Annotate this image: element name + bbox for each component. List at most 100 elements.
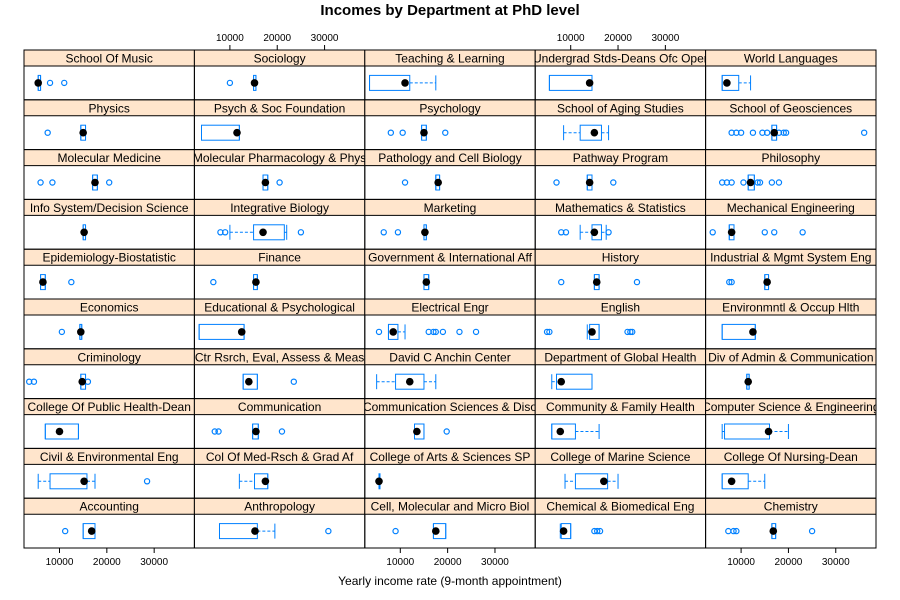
outlier-point (49, 179, 56, 186)
outlier-point (558, 278, 565, 286)
median-dot (749, 328, 757, 336)
outlier-point (733, 527, 740, 535)
strip-background (194, 249, 365, 266)
outlier-point (728, 179, 735, 186)
strip-background (24, 199, 195, 216)
median-dot (434, 178, 442, 187)
strip-label: Physics (89, 101, 130, 115)
median-dot (422, 278, 431, 286)
strip-background (24, 348, 195, 365)
strip-background (535, 348, 706, 365)
strip-background (24, 448, 195, 465)
outlier-point (763, 129, 771, 136)
outlier-point (58, 328, 66, 336)
panel-physics: Physics (23, 99, 195, 151)
panel-english: English (534, 298, 707, 350)
outlier-point (226, 79, 234, 87)
outlier-point (761, 229, 768, 236)
strip-label: Integrative Biology (230, 201, 329, 215)
outlier-point (627, 328, 634, 336)
strip-label: David C Anchin Center (389, 350, 510, 364)
panel-undergrad-stds-deans-ofc-oper: Undergrad Stds-Deans Ofc Oper (534, 49, 707, 101)
median-dot (80, 477, 88, 486)
strip-label: World Languages (744, 52, 838, 66)
median-dot (39, 278, 47, 286)
strip-background (705, 149, 876, 166)
panel-college-of-arts-sciences-sp: College of Arts & Sciences SP (364, 447, 536, 499)
strip-background (24, 498, 195, 515)
outlier-point (737, 129, 745, 136)
strip-background (535, 50, 706, 66)
outlier-point (44, 129, 51, 136)
strip-background (364, 498, 536, 515)
strip-label: Info System/Decision Science (30, 201, 189, 215)
outlier-point (394, 229, 402, 236)
outlier-point (610, 179, 617, 186)
x-axis-label: Yearly income rate (9-month appointment) (338, 574, 562, 588)
outlier-point (61, 527, 69, 535)
strip-background (24, 299, 195, 315)
panel-chemical-biomedical-eng: Chemical & Biomedical Eng (534, 497, 707, 549)
median-dot (585, 79, 594, 87)
iqr-box (579, 124, 602, 141)
strip-label: Pathway Program (573, 151, 668, 165)
strip-label: College Of Nursing-Dean (724, 450, 858, 464)
outlier-point (143, 478, 151, 485)
strip-label: Philosophy (761, 151, 820, 165)
panel-teaching-learning: Teaching & Learning (364, 49, 536, 101)
panel-civil-environmental-eng: Civil & Environmental Eng (23, 447, 195, 499)
median-dot (261, 178, 270, 187)
strip-background (194, 50, 365, 66)
panel-school-of-music: School Of Music (23, 49, 195, 101)
median-dot (87, 527, 96, 535)
median-dot (250, 79, 259, 87)
panel-electrical-engr: Electrical Engr (364, 298, 536, 350)
median-dot (769, 527, 778, 535)
outlier-point (771, 229, 778, 236)
panel-communication-sciences-diso: Communication Sciences & Diso (364, 398, 536, 449)
panel-sociology: Sociology (193, 49, 366, 101)
outlier-point (61, 79, 68, 87)
outlier-point (290, 378, 297, 385)
panel-molecular-medicine: Molecular Medicine (23, 149, 195, 200)
x-tick-label: 20000 (93, 557, 121, 568)
median-dot (34, 79, 42, 87)
panel-anthropology: Anthropology (193, 497, 366, 549)
strip-background (24, 99, 195, 116)
strip-label: Col Of Med-Rsch & Grad Af (206, 450, 354, 464)
panel-mechanical-engineering: Mechanical Engineering (705, 198, 877, 250)
median-dot (592, 278, 601, 286)
strip-background (535, 149, 706, 166)
strip-background (705, 199, 876, 216)
strip-background (194, 199, 365, 216)
iqr-box (721, 74, 740, 91)
median-dot (764, 427, 773, 436)
strip-label: Communication (238, 400, 321, 414)
strip-label: College of Arts & Sciences SP (370, 450, 531, 464)
strip-background (705, 99, 876, 116)
strip-background (194, 299, 365, 315)
strip-background (364, 149, 536, 166)
median-dot (770, 128, 779, 137)
panel-finance: Finance (193, 248, 366, 300)
outlier-point (596, 527, 604, 535)
strip-label: Cell, Molecular and Micro Biol (371, 500, 530, 514)
x-tick-label: 20000 (604, 33, 632, 44)
outlier-point (543, 328, 551, 336)
strip-background (364, 299, 536, 315)
outlier-point (215, 428, 222, 435)
chart-title: Incomes by Department at PhD level (320, 2, 580, 19)
panel-molecular-pharmacology-phys: Molecular Pharmacology & Phys (193, 149, 366, 200)
iqr-box (253, 224, 285, 241)
strip-background (705, 299, 876, 315)
median-dot (420, 128, 428, 137)
strip-label: Civil & Environmental Eng (40, 450, 179, 464)
panel-school-of-geosciences: School of Geosciences (705, 99, 877, 151)
iqr-box (369, 74, 411, 91)
strip-label: English (601, 301, 640, 315)
median-dot (401, 79, 409, 87)
outlier-point (808, 527, 816, 535)
x-tick-label: 20000 (434, 557, 462, 568)
panel-industrial-mgmt-system-eng: Industrial & Mgmt System Eng (705, 248, 877, 300)
strip-background (194, 498, 365, 515)
